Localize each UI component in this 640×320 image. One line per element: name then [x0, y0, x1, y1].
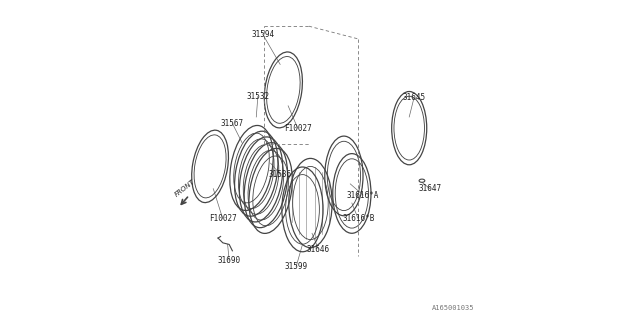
Text: FRONT: FRONT: [173, 179, 196, 198]
Text: 31567: 31567: [221, 119, 244, 128]
Text: 31616*B: 31616*B: [342, 214, 374, 223]
Text: 31616*A: 31616*A: [347, 190, 379, 200]
Text: F10027: F10027: [209, 214, 237, 223]
Text: 31532: 31532: [246, 92, 269, 101]
Text: 31647: 31647: [419, 184, 442, 193]
Text: 31599: 31599: [285, 262, 308, 271]
Text: 31536: 31536: [269, 170, 292, 179]
Text: 31594: 31594: [251, 30, 274, 39]
Text: 31690: 31690: [218, 256, 241, 265]
Text: 31645: 31645: [403, 93, 426, 102]
Text: 31646: 31646: [307, 245, 330, 254]
Text: A165001035: A165001035: [432, 305, 474, 311]
Text: F10027: F10027: [284, 124, 312, 132]
